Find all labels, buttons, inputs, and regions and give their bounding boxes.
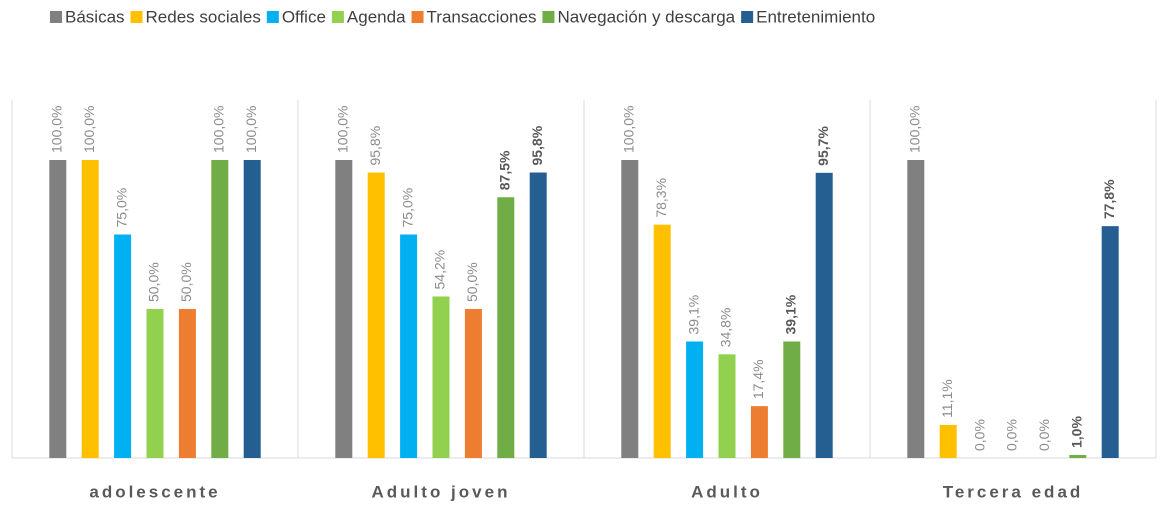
bar xyxy=(621,160,639,458)
value-label: 100,0% xyxy=(335,106,351,153)
value-label: 34,8% xyxy=(718,308,734,348)
bar xyxy=(432,296,450,458)
legend-swatch xyxy=(50,11,62,23)
value-label: 95,7% xyxy=(815,126,831,166)
value-label: 11,1% xyxy=(939,379,955,418)
value-label: 100,0% xyxy=(907,106,923,153)
legend-swatch xyxy=(266,11,279,23)
value-label: 0,0% xyxy=(1004,419,1020,451)
bar xyxy=(750,406,768,458)
value-label: 50,0% xyxy=(146,262,162,302)
value-label: 39,1% xyxy=(783,294,799,334)
value-label: 100,0% xyxy=(243,106,259,153)
bar xyxy=(815,172,833,458)
value-label: 95,8% xyxy=(367,126,383,166)
bar xyxy=(400,234,418,458)
value-label: 78,3% xyxy=(653,178,669,218)
bar xyxy=(178,309,196,458)
legend-label: Entretenimiento xyxy=(756,7,875,26)
category-label: Adulto joven xyxy=(372,482,511,501)
bar xyxy=(1101,226,1119,458)
value-label: 100,0% xyxy=(211,106,227,153)
bar xyxy=(1069,455,1087,458)
category-label: Adulto xyxy=(691,482,763,501)
bar xyxy=(243,160,261,458)
bar xyxy=(146,309,164,458)
bar xyxy=(81,160,99,458)
value-label: 75,0% xyxy=(113,188,129,228)
value-label: 87,5% xyxy=(497,150,513,190)
legend-label: Básicas xyxy=(65,7,125,26)
bar xyxy=(49,160,67,458)
bar xyxy=(211,160,229,458)
bar xyxy=(907,160,925,458)
legend-label: Transacciones xyxy=(427,7,537,26)
bar xyxy=(497,197,515,458)
value-label: 100,0% xyxy=(621,106,637,153)
value-label: 0,0% xyxy=(971,419,987,451)
value-label: 17,4% xyxy=(750,359,766,399)
category-label: Tercera edad xyxy=(943,482,1084,501)
category-label: adolescente xyxy=(89,482,220,501)
bar xyxy=(114,234,132,458)
value-label: 54,2% xyxy=(432,250,448,290)
value-label: 95,8% xyxy=(529,125,545,165)
bar xyxy=(653,224,671,458)
bar xyxy=(464,309,482,458)
legend-swatch xyxy=(331,11,344,23)
legend-label: Navegación y descarga xyxy=(557,7,735,26)
value-label: 50,0% xyxy=(178,262,194,302)
legend-swatch xyxy=(741,11,754,23)
value-label: 100,0% xyxy=(49,106,65,153)
value-label: 75,0% xyxy=(399,188,415,228)
bar xyxy=(529,172,547,459)
bar xyxy=(718,354,736,458)
legend-label: Redes sociales xyxy=(146,7,261,26)
value-label: 39,1% xyxy=(685,295,701,335)
value-label: 50,0% xyxy=(464,262,480,302)
legend-swatch xyxy=(411,11,424,23)
value-label: 77,8% xyxy=(1101,179,1117,219)
value-label: 1,0% xyxy=(1069,416,1085,448)
bar xyxy=(367,172,385,459)
legend-label: Office xyxy=(282,7,326,26)
legend-label: Agenda xyxy=(347,7,406,26)
bar xyxy=(939,424,957,458)
value-label: 0,0% xyxy=(1036,419,1052,451)
bar xyxy=(335,160,353,458)
bar xyxy=(686,341,704,458)
legend-swatch xyxy=(542,11,555,23)
legend-swatch xyxy=(130,11,143,23)
bar xyxy=(783,341,801,458)
value-label: 100,0% xyxy=(81,106,97,153)
